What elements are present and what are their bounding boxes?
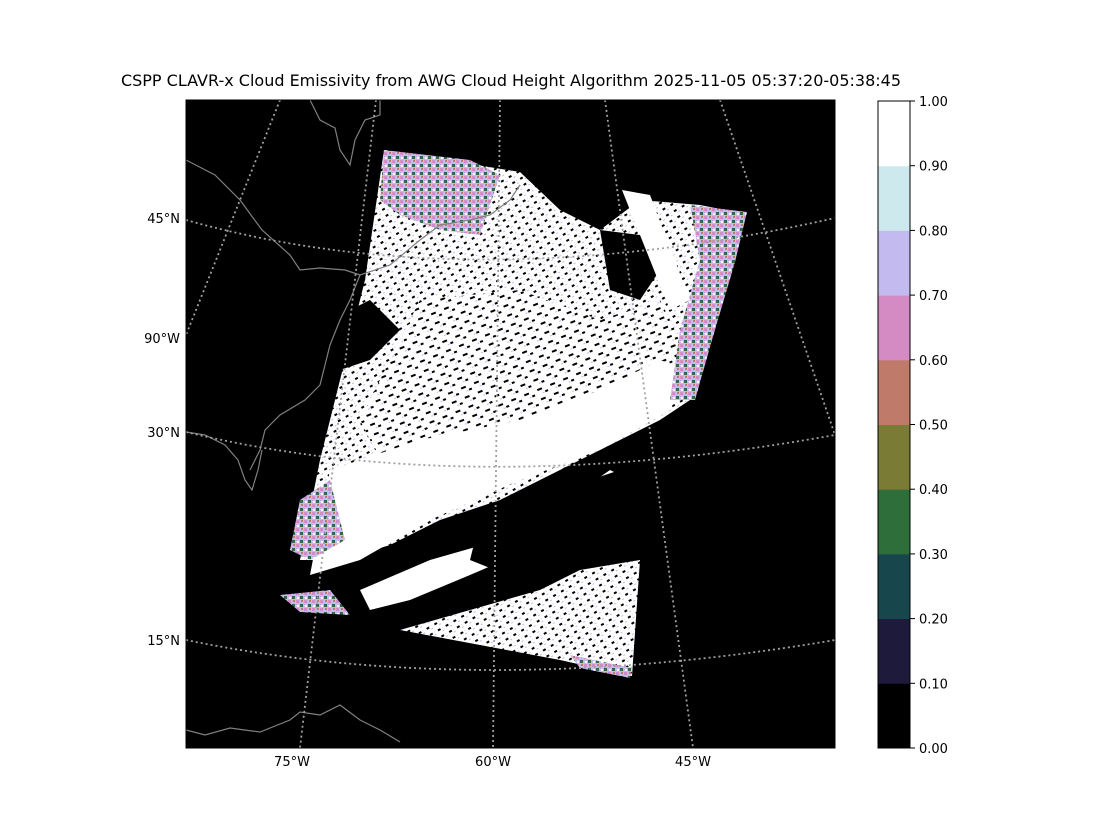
gridline-lon-60 — [492, 100, 501, 748]
cloud-south — [400, 560, 640, 676]
lat-label: 30°N — [147, 426, 180, 441]
colorbar-tick-label: 0.30 — [919, 548, 948, 563]
colorbar-tick-label: 0.60 — [919, 354, 948, 369]
gridline-lat-15 — [186, 639, 835, 671]
plot-title: CSPP CLAVR-x Cloud Emissivity from AWG C… — [121, 71, 901, 90]
satellite-swath — [278, 148, 747, 678]
map-frame — [185, 99, 836, 749]
cloud-sw-edge — [290, 480, 345, 560]
swath-stripe — [622, 190, 690, 310]
gridline-lon-30 — [719, 100, 835, 436]
colorbar-segment — [878, 618, 910, 684]
lon-label: 45°W — [675, 755, 711, 770]
colorbar-segment — [878, 553, 910, 620]
lon-labels: 75°W 60°W 45°W — [274, 755, 711, 770]
colorbar-tick-label: 0.80 — [919, 224, 948, 239]
colorbar-segment — [878, 489, 910, 555]
gridline-lon-75 — [186, 100, 281, 336]
coastline-labrador — [309, 100, 381, 167]
colorbar-segment — [878, 101, 910, 167]
colorbar-tick-label: 0.10 — [919, 677, 948, 692]
colorbar-segment — [878, 683, 910, 749]
coastline-northeast — [186, 159, 521, 276]
colorbar-ticks: 0.00 0.10 0.20 0.30 0.40 0.50 0.60 0.70 0.80 0.90… — [910, 95, 948, 757]
coastline-gulf — [186, 431, 263, 492]
colorbar-segment — [878, 230, 910, 296]
coastline-east — [249, 274, 361, 471]
lat-label: 45°N — [147, 212, 180, 227]
colorbar-segment — [878, 165, 910, 231]
gridline-lon-75b — [299, 100, 377, 748]
clear-zone-3 — [470, 470, 650, 580]
cloud-sw-corner — [280, 590, 350, 615]
cloud-north-edge — [380, 150, 500, 235]
colorbar-tick-label: 1.00 — [919, 95, 948, 110]
lon-label: 60°W — [475, 755, 511, 770]
lat-label: 90°W — [144, 332, 180, 347]
colorbar-tick-label: 0.00 — [919, 742, 948, 757]
colorbar-tick-label: 0.90 — [919, 160, 948, 175]
colorbar-tick-label: 0.50 — [919, 419, 948, 434]
gridline-lat-30 — [186, 431, 835, 468]
colorbar-segments — [878, 101, 910, 749]
gridlines — [186, 100, 835, 748]
map-panel — [186, 100, 835, 748]
gridline-lon-45 — [604, 100, 694, 748]
cloud-ne-edge — [670, 205, 747, 400]
colorbar-tick-label: 0.40 — [919, 483, 948, 498]
lat-label: 15°N — [147, 634, 180, 649]
clear-zone-2 — [330, 300, 400, 370]
coastline-caribbean — [186, 704, 401, 743]
colorbar: 0.00 0.10 0.20 0.30 0.40 0.50 0.60 0.70 0.80 0.90… — [877, 95, 948, 757]
colorbar-segment — [878, 424, 910, 490]
lat-labels: 45°N 90°W 30°N 15°N — [144, 212, 180, 649]
cloud-se-corner — [570, 655, 632, 678]
colorbar-tick-label: 0.20 — [919, 613, 948, 628]
colorbar-tick-label: 0.70 — [919, 289, 948, 304]
lon-label: 75°W — [274, 755, 310, 770]
colorbar-segment — [878, 295, 910, 361]
colorbar-segment — [878, 359, 910, 425]
coastlines — [186, 100, 521, 743]
